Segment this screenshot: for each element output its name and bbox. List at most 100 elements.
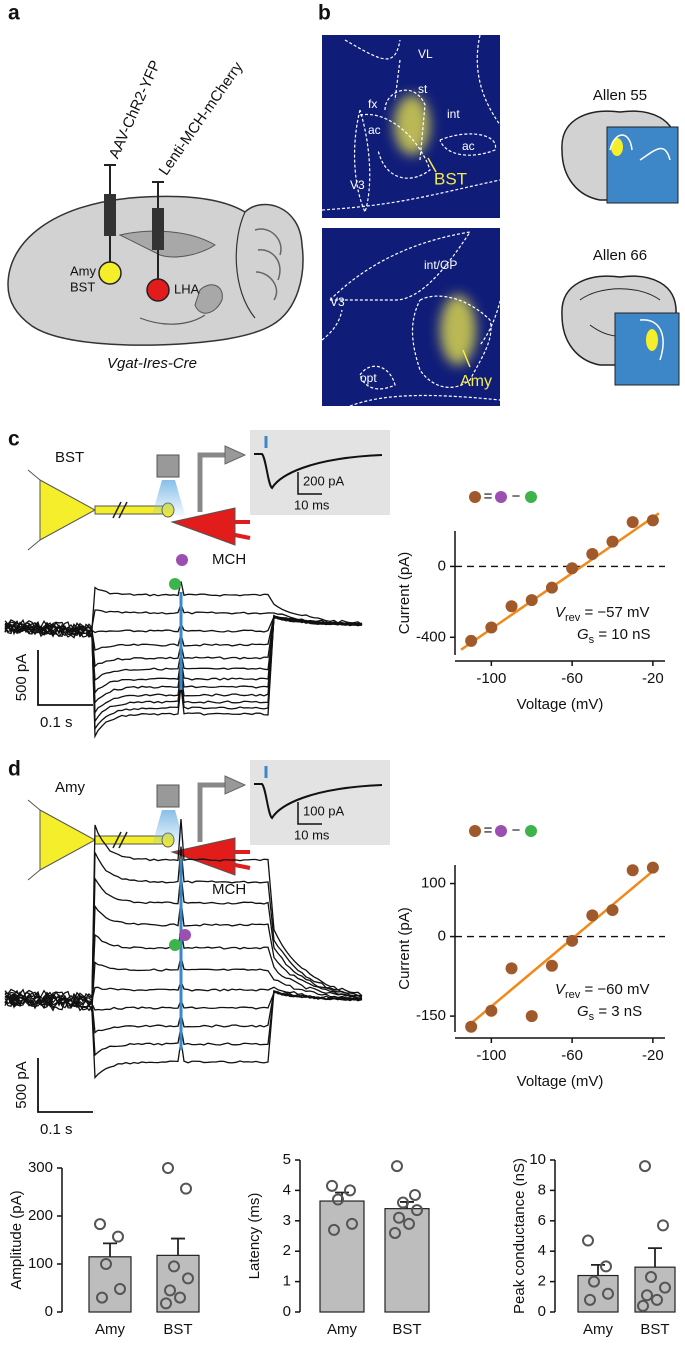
- y-tick-label: 4: [283, 1181, 291, 1198]
- neuron: [170, 507, 236, 546]
- light-beam: [152, 810, 185, 845]
- data-point: [465, 634, 478, 647]
- annotation: Vrev = −57 mV: [555, 604, 650, 624]
- x-tick-label: -60: [561, 1047, 583, 1064]
- legend-dot: [469, 825, 481, 837]
- annotation-subscript: rev: [565, 612, 581, 624]
- dendrite: [27, 799, 41, 881]
- y-tick-label: 2: [538, 1273, 546, 1290]
- inset-trace: [254, 783, 383, 820]
- current-traces: [4, 818, 363, 1080]
- data-point: [588, 1275, 600, 1288]
- scale-label: 500 pA: [13, 654, 30, 702]
- marker-dot: [179, 929, 191, 941]
- data-point: [485, 621, 498, 634]
- y-tick-label: 2: [283, 1242, 291, 1259]
- led: [156, 454, 180, 478]
- panel-label: b: [318, 2, 331, 25]
- y-tick-label: 10: [529, 1151, 546, 1168]
- y-tick-label: 5: [283, 1151, 291, 1168]
- region-label: opt: [360, 371, 377, 385]
- x-tick-label: -100: [476, 1047, 506, 1064]
- x-tick-label: BST: [163, 1321, 192, 1338]
- fit-line: [466, 866, 658, 1028]
- pipette: [197, 452, 225, 512]
- circuit-schematic: [27, 430, 390, 551]
- region-label: int/GP: [424, 258, 457, 272]
- neuron: [39, 479, 97, 541]
- annotation-subscript: s: [589, 1011, 595, 1023]
- inset-trace: [254, 453, 383, 490]
- annotation-symbol: G: [577, 1003, 589, 1020]
- y-axis-title: Peak conductance (nS): [511, 1158, 528, 1314]
- trace: [4, 900, 363, 1005]
- bar: [384, 1208, 430, 1313]
- data-point: [409, 1188, 421, 1201]
- scale-label: 500 pA: [13, 1061, 30, 1109]
- panel-label: c: [8, 428, 20, 451]
- scale-label: 0.1 s: [40, 714, 73, 731]
- trace: [4, 581, 363, 634]
- region-label: Amy: [460, 373, 492, 390]
- marker-dot: [176, 554, 188, 566]
- y-tick-label: 8: [538, 1181, 546, 1198]
- circuit-schematic: [27, 760, 390, 881]
- source-label: BST: [55, 449, 84, 466]
- y-tick-label: 100: [28, 1255, 53, 1272]
- neuron: [170, 837, 236, 876]
- site-label: LHA: [174, 281, 200, 296]
- data-point: [566, 562, 579, 575]
- data-point: [651, 1293, 663, 1306]
- data-point: [164, 1284, 176, 1297]
- scale-label: 10 ms: [294, 827, 330, 842]
- bar: [319, 1200, 365, 1313]
- trace: [4, 979, 363, 1008]
- marker-dot: [169, 939, 181, 951]
- region-label: V3: [330, 295, 345, 309]
- data-point: [626, 864, 639, 877]
- region-label: BST: [434, 169, 467, 188]
- data-point: [566, 934, 579, 947]
- region-label: ac: [462, 139, 475, 153]
- y-tick-label: 0: [283, 1303, 291, 1320]
- x-axis-title: Voltage (mV): [517, 696, 604, 713]
- data-point: [584, 1293, 596, 1306]
- legend-dot: [469, 491, 481, 503]
- data-point: [600, 1260, 612, 1273]
- light-beam: [152, 480, 185, 515]
- dendrite: [234, 850, 251, 870]
- y-tick-label: -150: [416, 1007, 446, 1024]
- virus-label: AAV-ChR2-YFP: [106, 58, 164, 161]
- y-tick-label: 0: [45, 1303, 53, 1320]
- data-point: [389, 1226, 401, 1239]
- virus-label: Lenti-MCH-mCherry: [156, 58, 247, 178]
- dendrite: [27, 469, 41, 551]
- region-label: st: [418, 82, 428, 96]
- error-bar: [103, 1242, 117, 1257]
- data-point: [346, 1217, 358, 1230]
- sagittal-brain: [7, 164, 304, 346]
- data-point: [606, 904, 619, 917]
- data-point: [641, 1289, 653, 1302]
- error-bar: [648, 1247, 662, 1268]
- dendrite: [234, 520, 251, 540]
- amplifier: [224, 445, 247, 465]
- source-label: Amy: [55, 779, 86, 796]
- y-tick-label: 100: [421, 875, 446, 892]
- target-label: MCH: [212, 551, 246, 568]
- data-point: [114, 1282, 126, 1295]
- y-tick-label: -400: [416, 628, 446, 645]
- data-point: [344, 1184, 356, 1197]
- data-point: [525, 1010, 538, 1023]
- data-point: [545, 959, 558, 972]
- genotype: Vgat-Ires-Cre: [107, 355, 197, 372]
- data-point: [485, 1004, 498, 1017]
- legend-dot: [495, 491, 507, 503]
- y-tick-label: 300: [28, 1159, 53, 1176]
- data-point: [180, 1182, 192, 1195]
- region-label: VL: [418, 47, 433, 61]
- y-axis-title: Amplitude (pA): [8, 1190, 25, 1289]
- site-label: Amy: [70, 263, 97, 278]
- data-point: [96, 1291, 108, 1304]
- annotation-subscript: rev: [565, 989, 581, 1001]
